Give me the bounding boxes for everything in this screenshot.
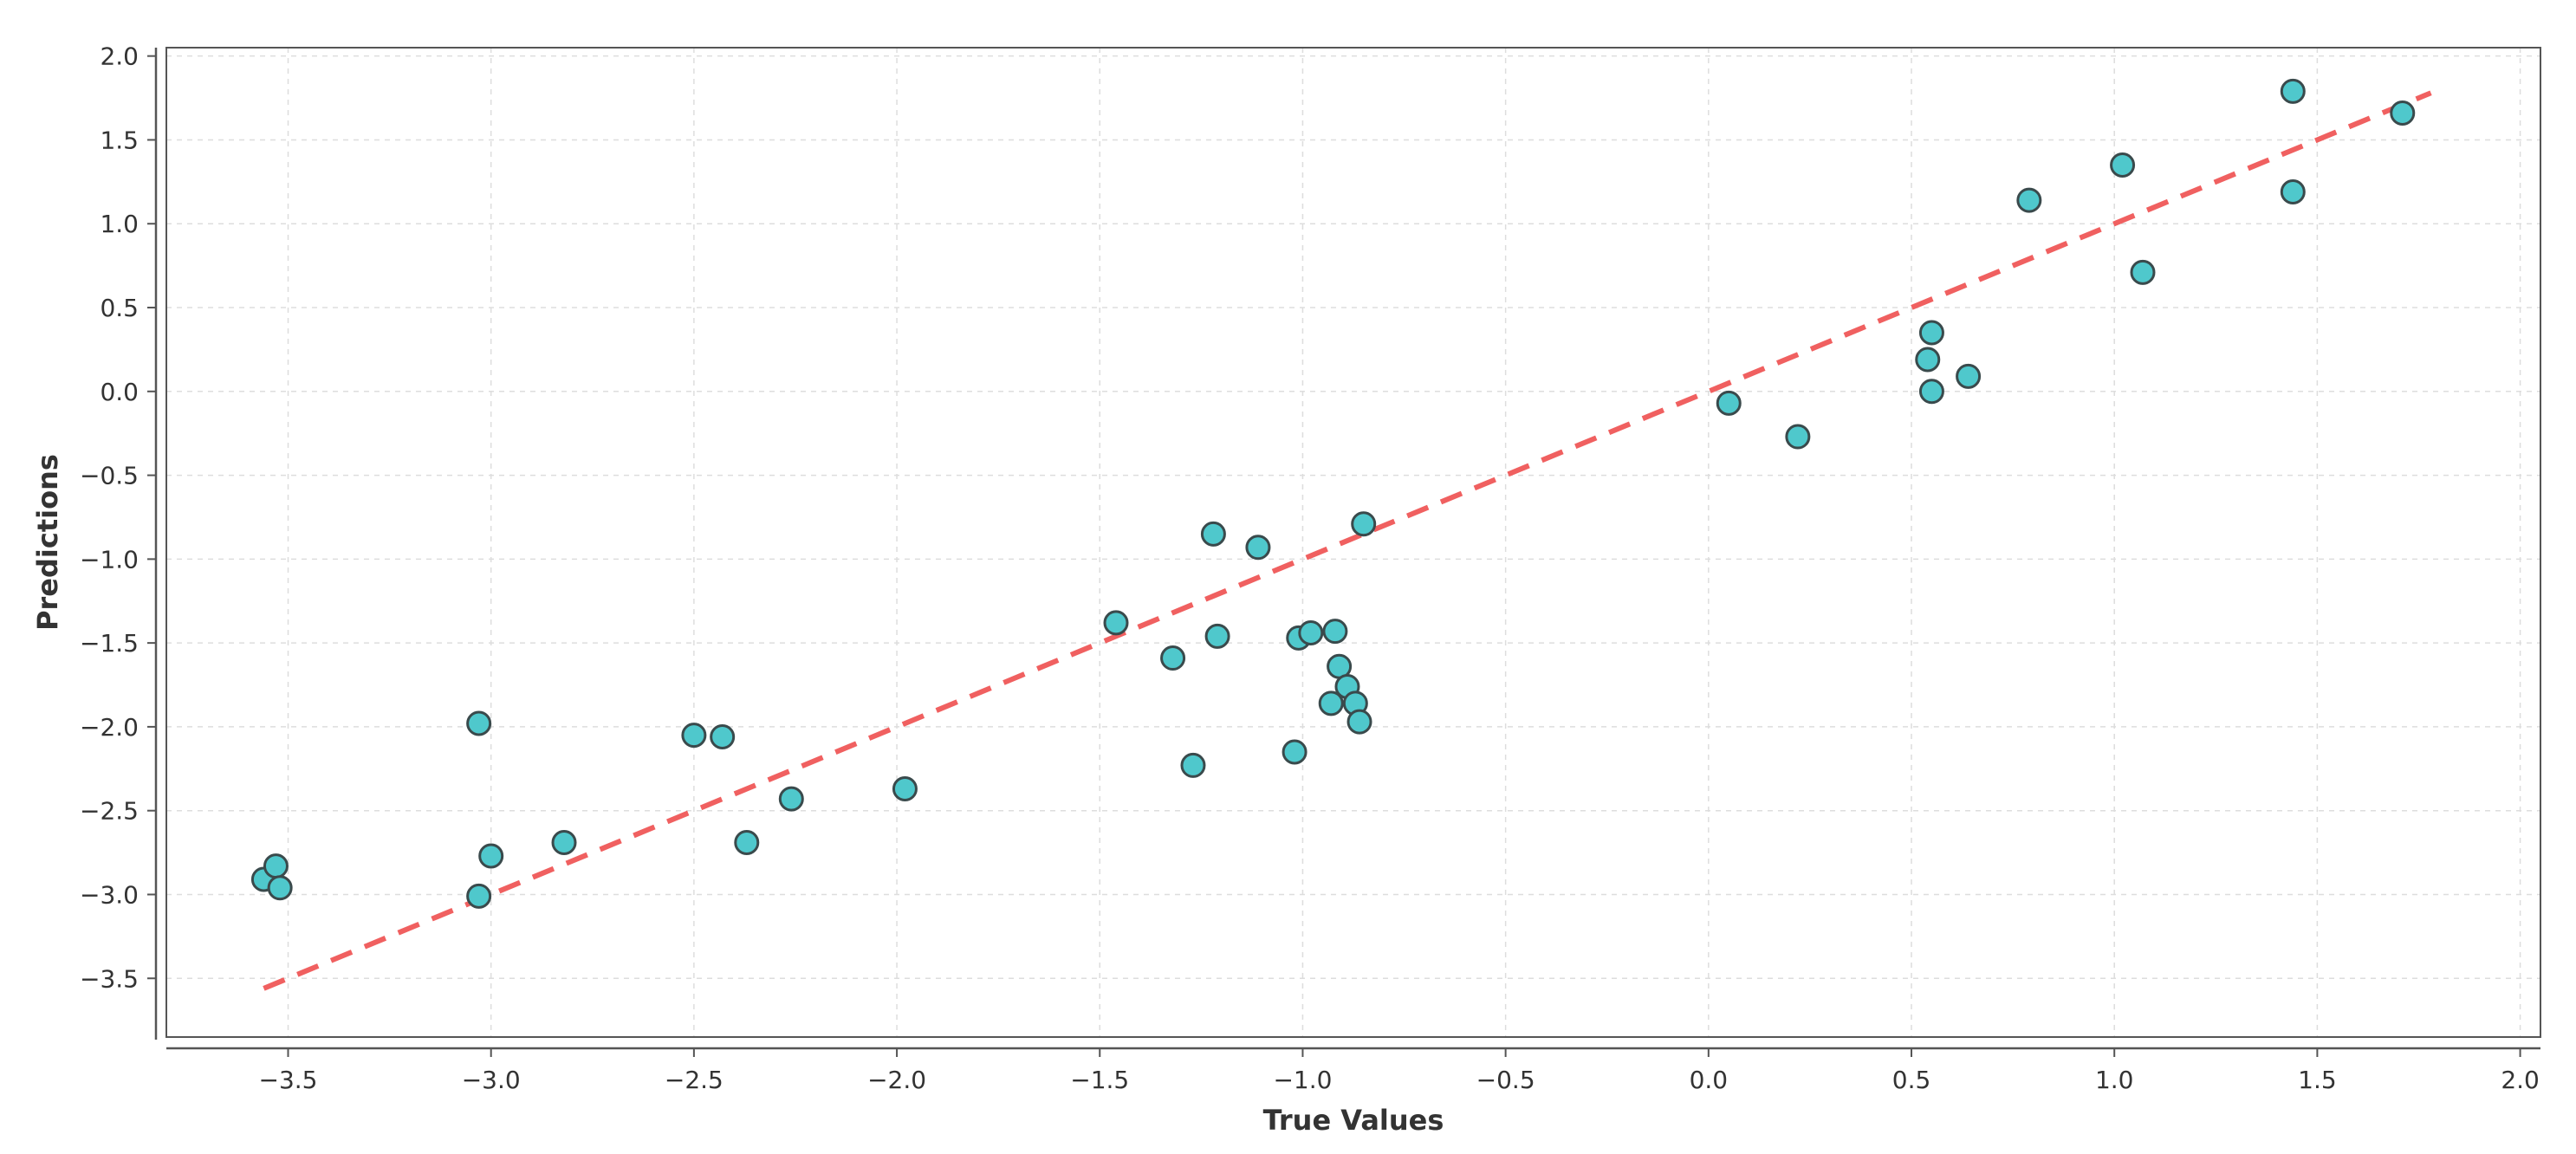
data-point [2016,187,2042,213]
y-tick-label: −2.5 [80,797,139,826]
y-tick-label: −3.0 [80,880,139,909]
data-point [1318,690,1344,716]
x-tick-label: 2.0 [2501,1066,2540,1094]
reference-line [263,90,2432,991]
data-point [1915,347,1941,373]
data-point [1180,752,1206,778]
data-point [551,829,577,855]
x-tick-label: 1.5 [2298,1066,2337,1094]
y-tick-label: 0.5 [100,294,139,322]
data-point [1322,619,1348,645]
data-point [478,843,504,869]
data-point [1282,739,1307,765]
reference-line-layer [263,90,2432,991]
x-axis-ticks: −3.5 −3.0 −2.5 −2.0 −1.5 −1.0 −0.5 0.0 0.5 1.0 1.5… [259,1048,2540,1094]
data-point [1160,645,1186,671]
x-axis-title: True Values [1263,1104,1444,1137]
x-tick-label: −1.0 [1273,1066,1332,1094]
data-point [734,829,760,855]
x-tick-label: −2.5 [665,1066,723,1094]
data-point [2110,152,2136,178]
y-tick-label: −2.0 [80,713,139,742]
data-point [1200,521,1226,547]
x-tick-label: −1.5 [1070,1066,1129,1094]
data-point [681,723,707,749]
x-tick-label: −0.5 [1476,1066,1535,1094]
plot-background [166,48,2540,1037]
data-point [466,883,492,909]
data-point [710,724,736,750]
data-point [2390,100,2416,126]
plot-frame [165,47,2541,1038]
x-tick-label: 1.0 [2095,1066,2134,1094]
y-tick-label: 1.0 [100,210,139,238]
y-tick-label: 2.0 [100,42,139,71]
grid-lines [166,48,2540,1037]
y-tick-label: −1.5 [80,629,139,658]
data-point [1918,320,1944,346]
x-tick-label: −3.0 [462,1066,521,1094]
x-tick-label: 0.5 [1892,1066,1931,1094]
data-point [1103,610,1129,636]
x-tick-label: −2.0 [867,1066,926,1094]
data-point [1716,390,1742,416]
data-point [2280,78,2306,104]
y-axis-title: Predictions [31,454,64,631]
data-point [892,776,918,802]
data-point [1298,620,1324,646]
data-point [1346,709,1372,735]
x-tick-label: 0.0 [1690,1066,1729,1094]
data-point [1351,511,1377,537]
data-point [1245,535,1271,561]
data-point [1956,363,1982,389]
y-tick-label: −3.5 [80,964,139,993]
y-tick-label: 0.0 [100,378,139,406]
data-point [263,853,289,879]
y-tick-label: 1.5 [100,126,139,154]
x-tick-label: −3.5 [259,1066,318,1094]
data-point [1204,623,1230,649]
data-point [267,875,293,901]
data-point [1918,379,1944,405]
data-point [2130,259,2156,285]
y-tick-label: −0.5 [80,462,139,490]
data-points [250,78,2416,909]
data-point [466,710,492,736]
data-point [778,786,804,812]
y-tick-label: −1.0 [80,545,139,574]
data-point [2280,178,2306,204]
data-point [1785,424,1811,450]
y-axis-ticks: −3.5 −3.0 −2.5 −2.0 −1.5 −1.0 −0.5 0.0 0.5 1.0 1.5… [80,42,156,993]
